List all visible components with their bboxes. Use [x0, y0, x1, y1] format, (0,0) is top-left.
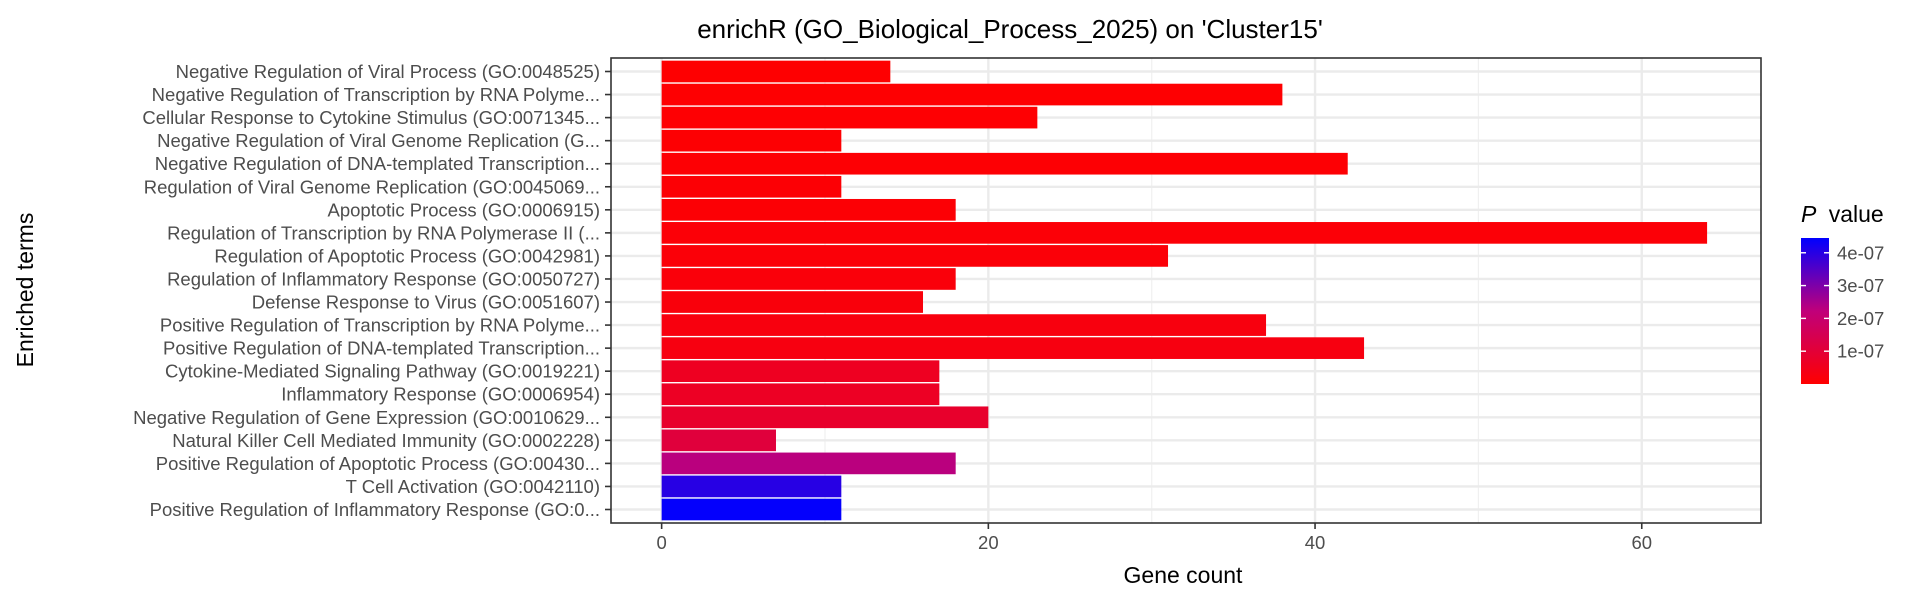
bar — [661, 152, 1348, 175]
y-tick-label: Regulation of Transcription by RNA Polym… — [167, 222, 600, 243]
y-tick-label: Inflammatory Response (GO:0006954) — [281, 384, 600, 405]
bar — [661, 406, 989, 429]
bar-series — [661, 60, 1708, 521]
legend-tick-label: 2e-07 — [1837, 308, 1884, 329]
legend-title: P value — [1801, 201, 1884, 227]
y-tick-label: Natural Killer Cell Mediated Immunity (G… — [172, 430, 600, 451]
y-tick-label: Apoptotic Process (GO:0006915) — [327, 199, 600, 220]
p-value-legend: P value 1e-07 2e-07 3e-07 4e-07 — [1801, 201, 1884, 384]
y-tick-label: Negative Regulation of Transcription by … — [152, 84, 600, 105]
bar — [661, 452, 956, 475]
y-tick-label: Positive Regulation of Inflammatory Resp… — [150, 499, 600, 520]
y-tick-label: Negative Regulation of Gene Expression (… — [133, 407, 600, 428]
y-tick-label: T Cell Activation (GO:0042110) — [346, 476, 600, 497]
y-tick-label: Positive Regulation of Apoptotic Process… — [156, 453, 600, 474]
bar — [661, 129, 842, 152]
plot-panel-border — [610, 57, 1762, 524]
bar — [661, 314, 1267, 336]
x-axis-title: Gene count — [1124, 562, 1244, 588]
bar — [661, 60, 891, 83]
legend-tick-label: 1e-07 — [1837, 341, 1884, 362]
legend-title-rest: value — [1829, 201, 1884, 227]
y-tick-label: Regulation of Inflammatory Response (GO:… — [167, 268, 600, 289]
bar — [661, 498, 842, 521]
bar — [661, 360, 940, 383]
x-tick-label: 0 — [656, 532, 666, 553]
y-tick-label: Negative Regulation of DNA-templated Tra… — [155, 153, 600, 174]
bar — [661, 475, 842, 498]
x-tick-label: 60 — [1631, 532, 1652, 553]
bar — [661, 106, 1038, 129]
x-tick-label: 20 — [978, 532, 999, 553]
legend-title-italic: P — [1801, 201, 1817, 227]
y-tick-label: Positive Regulation of DNA-templated Tra… — [163, 338, 600, 359]
y-tick-label: Negative Regulation of Viral Genome Repl… — [157, 130, 600, 151]
x-tick-label: 40 — [1305, 532, 1326, 553]
bar — [661, 245, 1169, 267]
legend-tick-label: 4e-07 — [1837, 242, 1884, 263]
y-tick-label: Cellular Response to Cytokine Stimulus (… — [142, 107, 600, 128]
bar — [661, 175, 842, 198]
bar — [661, 83, 1283, 106]
bar — [661, 291, 924, 313]
legend-tick-label: 3e-07 — [1837, 275, 1884, 296]
bar — [661, 383, 940, 406]
bar — [661, 429, 776, 452]
x-axis: 0 20 40 60 — [656, 523, 1652, 553]
y-tick-label: Positive Regulation of Transcription by … — [160, 315, 600, 336]
y-tick-label: Regulation of Viral Genome Replication (… — [144, 176, 600, 197]
legend-ticks: 1e-07 2e-07 3e-07 4e-07 — [1801, 242, 1884, 362]
y-axis-title: Enriched terms — [12, 213, 38, 368]
bar — [661, 337, 1365, 359]
bar — [661, 268, 956, 290]
y-tick-label: Cytokine-Mediated Signaling Pathway (GO:… — [165, 361, 600, 382]
plot-area — [610, 57, 1762, 524]
y-tick-label: Negative Regulation of Viral Process (GO… — [176, 61, 600, 82]
bar — [661, 198, 956, 221]
legend-colorbar — [1801, 238, 1829, 384]
bar — [661, 222, 1708, 244]
y-tick-label: Defense Response to Virus (GO:0051607) — [252, 292, 600, 313]
y-axis: Negative Regulation of Viral Process (GO… — [133, 61, 611, 520]
y-tick-label: Regulation of Apoptotic Process (GO:0042… — [214, 245, 600, 266]
chart-title: enrichR (GO_Biological_Process_2025) on … — [697, 14, 1323, 44]
